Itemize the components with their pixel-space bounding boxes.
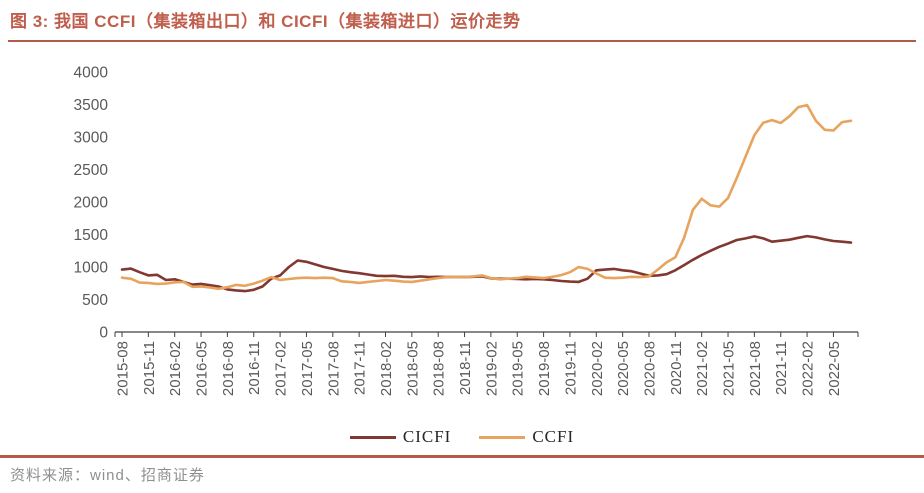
x-tick-label: 2016-05	[194, 341, 211, 396]
footer-rule	[0, 455, 924, 458]
ccfi-line-swatch-icon	[479, 435, 526, 439]
ccfi-line	[120, 103, 853, 291]
x-tick-label: 2019-11	[562, 341, 579, 395]
x-tick-label: 2020-02	[589, 341, 606, 396]
y-tick-label: 3500	[74, 97, 109, 114]
legend-label-ccfi: CCFI	[532, 427, 575, 446]
y-tick-label: 1000	[74, 260, 109, 277]
x-tick-label: 2016-08	[220, 341, 237, 396]
x-tick-label: 2020-11	[668, 341, 685, 395]
freight-chart: 0 500 1000 1500 2000 2500 3000 3500 4000 2015-08 2…	[74, 65, 859, 396]
y-tick-label: 4000	[74, 65, 109, 82]
y-tick-label: 2500	[74, 162, 109, 179]
x-tick-label: 2017-11	[352, 341, 369, 395]
x-tick-label: 2022-02	[800, 341, 817, 396]
x-tick-label: 2019-08	[536, 341, 553, 396]
x-tick-label: 2019-05	[510, 341, 527, 396]
x-tick-label: 2017-05	[299, 341, 316, 396]
x-tick-label: 2020-05	[615, 341, 632, 396]
x-tick-label: 2021-02	[694, 341, 711, 396]
x-tick-label: 2021-08	[747, 341, 764, 396]
cicfi-line	[120, 234, 853, 293]
x-tick-label: 2018-02	[378, 341, 395, 396]
x-tick-label: 2017-08	[325, 341, 342, 396]
source-note: 资料来源：wind、招商证券	[10, 467, 205, 484]
x-tick-label: 2018-08	[431, 341, 448, 396]
y-tick-label: 1500	[74, 227, 109, 244]
legend-item-cicfi: CICFI	[349, 427, 452, 447]
y-tick-label: 2000	[74, 195, 109, 212]
title-underline	[8, 40, 916, 42]
x-tick-label: 2016-11	[246, 341, 263, 395]
x-tick-label: 2019-02	[483, 341, 500, 396]
x-tick-label: 2016-02	[167, 341, 184, 396]
x-tick-label: 2017-02	[273, 341, 290, 396]
x-tick-label: 2022-05	[826, 341, 843, 396]
x-tick-label: 2018-11	[457, 341, 474, 395]
y-tick-label: 3000	[74, 130, 109, 147]
x-tick-label: 2021-11	[773, 341, 790, 395]
y-tick-label: 0	[99, 325, 108, 342]
figure-title: 图 3: 我国 CCFI（集装箱出口）和 CICFI（集装箱进口）运价走势	[10, 12, 521, 31]
x-tick-label: 2021-05	[721, 341, 738, 396]
x-tick-label: 2020-08	[641, 341, 658, 396]
x-tick-label: 2015-08	[115, 341, 132, 396]
x-tick-label: 2015-11	[141, 341, 158, 395]
legend-label-cicfi: CICFI	[402, 427, 452, 446]
chart-legend: CICFI CCFI	[0, 426, 924, 448]
y-tick-label: 500	[82, 292, 108, 309]
cicfi-line-swatch-icon	[349, 435, 396, 439]
legend-item-ccfi: CCFI	[479, 427, 574, 447]
x-tick-label: 2018-05	[404, 341, 421, 396]
